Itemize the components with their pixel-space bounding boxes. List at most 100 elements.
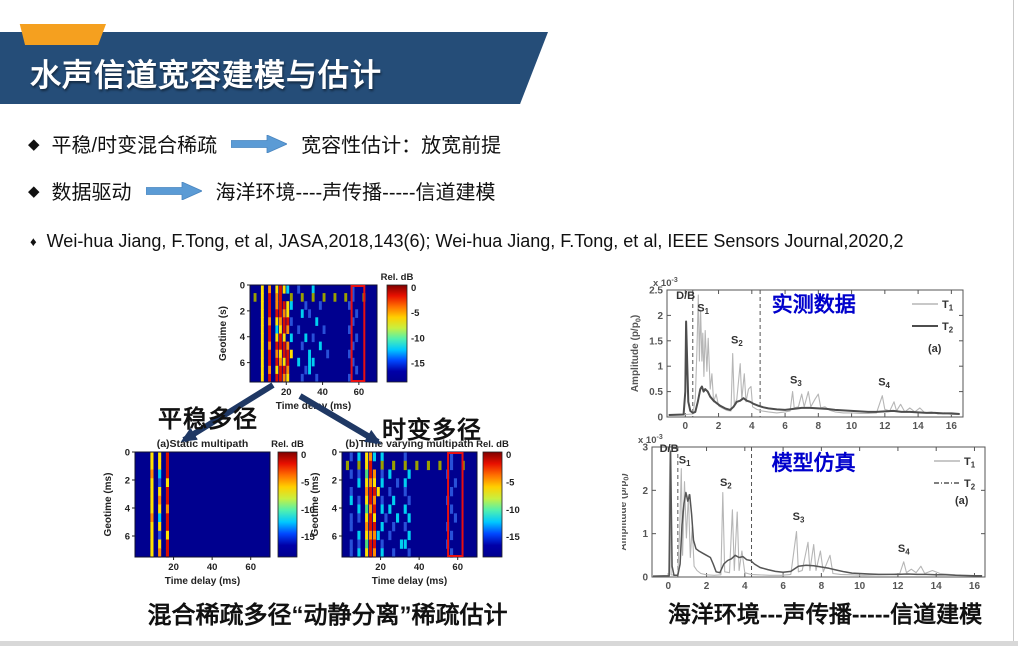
diamond-bullet-icon: ◆ <box>28 135 40 153</box>
svg-text:T2: T2 <box>942 321 954 335</box>
svg-text:S1: S1 <box>679 454 691 468</box>
svg-text:T2: T2 <box>964 478 976 492</box>
slide-bottom-edge <box>0 641 1018 646</box>
svg-text:-15: -15 <box>411 359 425 370</box>
svg-text:S4: S4 <box>878 377 890 391</box>
svg-text:0: 0 <box>301 450 306 461</box>
svg-text:0.5: 0.5 <box>649 387 663 398</box>
orange-accent-tab <box>19 24 106 45</box>
svg-text:实测数据: 实测数据 <box>772 292 856 316</box>
svg-text:2: 2 <box>332 476 337 487</box>
svg-text:16: 16 <box>969 581 981 592</box>
svg-text:4: 4 <box>332 504 338 515</box>
svg-text:0: 0 <box>240 281 245 292</box>
svg-text:S1: S1 <box>697 302 709 316</box>
arrow-to-static-icon <box>180 382 275 443</box>
svg-text:6: 6 <box>125 532 130 543</box>
svg-text:6: 6 <box>782 421 788 432</box>
svg-text:3: 3 <box>642 443 648 454</box>
diamond-bullet-icon: ♦ <box>30 234 37 249</box>
svg-text:40: 40 <box>317 387 328 398</box>
svg-text:2: 2 <box>642 486 648 497</box>
svg-text:Time delay (ms): Time delay (ms) <box>372 576 447 587</box>
svg-text:S3: S3 <box>793 511 805 525</box>
heatmap-figure-static-multipath: 0 2 4 6 Geotime (ms) 20 40 60 Time delay (ms) (a)… <box>100 436 322 592</box>
page-title: 水声信道宽容建模与估计 <box>30 58 382 93</box>
bullet2-lead: 数据驱动 <box>51 182 132 204</box>
svg-text:8: 8 <box>819 581 825 592</box>
svg-text:4: 4 <box>125 504 131 515</box>
svg-text:模型仿真: 模型仿真 <box>772 451 856 475</box>
hm_static-svg: 0 2 4 6 Geotime (ms) 20 40 60 Time delay (ms) (a)… <box>103 438 315 587</box>
label-timevarying-multipath: 时变多径 <box>382 417 482 444</box>
svg-text:2: 2 <box>125 476 130 487</box>
svg-text:6: 6 <box>332 532 337 543</box>
svg-text:60: 60 <box>245 562 256 573</box>
svg-text:4: 4 <box>240 332 246 343</box>
svg-text:6: 6 <box>240 358 245 369</box>
svg-text:D/B: D/B <box>676 290 695 302</box>
svg-text:-5: -5 <box>506 477 515 488</box>
svg-text:4: 4 <box>749 421 755 432</box>
svg-text:S2: S2 <box>720 477 732 491</box>
bullet1-lead: 平稳/时变混合稀疏 <box>51 135 218 157</box>
svg-text:14: 14 <box>913 421 925 432</box>
left-figure-caption: 混合稀疏多径“动静分离”稀疏估计 <box>147 602 508 629</box>
svg-text:0: 0 <box>506 450 511 461</box>
bullet-row-3: ♦ Wei-hua Jiang, F.Tong, et al, JASA,201… <box>30 231 903 252</box>
svg-text:8: 8 <box>816 421 822 432</box>
svg-text:4: 4 <box>742 581 748 592</box>
svg-text:S2: S2 <box>731 334 743 348</box>
svg-text:Amplitude (p/p0): Amplitude (p/p0) <box>630 315 643 392</box>
svg-text:60: 60 <box>452 562 463 573</box>
arrow-to-timevarying-icon <box>298 393 382 445</box>
svg-text:Amplitude (p/p0): Amplitude (p/p0) <box>622 473 631 550</box>
svg-text:S4: S4 <box>898 543 910 557</box>
svg-text:Rel. dB: Rel. dB <box>381 272 414 283</box>
svg-text:14: 14 <box>931 581 943 592</box>
svg-text:1: 1 <box>657 362 663 373</box>
bullet-row-2: ◆ 数据驱动 海洋环境----声传播-----信道建模 <box>28 176 496 205</box>
svg-text:Geotime (ms): Geotime (ms) <box>103 473 114 537</box>
svg-text:-15: -15 <box>301 532 315 543</box>
svg-text:0: 0 <box>683 421 689 432</box>
slide-right-edge <box>1013 0 1014 646</box>
svg-text:2: 2 <box>657 311 663 322</box>
svg-text:(a)Static multipath: (a)Static multipath <box>157 438 249 450</box>
svg-text:12: 12 <box>879 421 891 432</box>
svg-text:60: 60 <box>354 387 365 398</box>
plot_measured-svg: 0 2 4 6 8 10 12 14 16 0 0.5 1 1.5 2 2.5x 10-3 Amplitude… <box>630 277 964 432</box>
svg-text:0: 0 <box>332 448 337 459</box>
svg-text:2: 2 <box>240 306 245 317</box>
svg-text:Rel. dB: Rel. dB <box>476 439 509 450</box>
right-arrow-icon <box>231 134 288 153</box>
diamond-bullet-icon: ◆ <box>28 182 40 200</box>
svg-text:-15: -15 <box>506 532 520 543</box>
svg-text:40: 40 <box>414 562 425 573</box>
svg-text:T1: T1 <box>964 456 976 470</box>
bullet1-tail: 宽容性估计：放宽前提 <box>301 135 502 157</box>
svg-text:0: 0 <box>642 573 648 584</box>
svg-text:0: 0 <box>657 413 663 424</box>
heatmap-figure-timevarying-multipath: 0 2 4 6 Geotime (ms) 20 40 60 Time delay (ms) (b)… <box>307 436 529 592</box>
svg-text:1.5: 1.5 <box>649 336 663 347</box>
svg-text:40: 40 <box>207 562 218 573</box>
svg-text:6: 6 <box>780 581 786 592</box>
right-arrow-icon <box>145 181 202 200</box>
svg-text:-10: -10 <box>301 505 315 516</box>
svg-text:-5: -5 <box>411 308 420 319</box>
svg-text:20: 20 <box>168 562 179 573</box>
bullet2-tail: 海洋环境----声传播-----信道建模 <box>215 182 496 204</box>
svg-text:Time delay (ms): Time delay (ms) <box>165 576 240 587</box>
bullet-row-1: ◆ 平稳/时变混合稀疏 宽容性估计：放宽前提 <box>28 129 501 158</box>
label-static-multipath: 平稳多径 <box>158 406 258 433</box>
svg-text:20: 20 <box>375 562 386 573</box>
svg-text:0: 0 <box>125 448 130 459</box>
svg-text:Geotime (s): Geotime (s) <box>218 306 229 361</box>
svg-text:1: 1 <box>642 529 648 540</box>
